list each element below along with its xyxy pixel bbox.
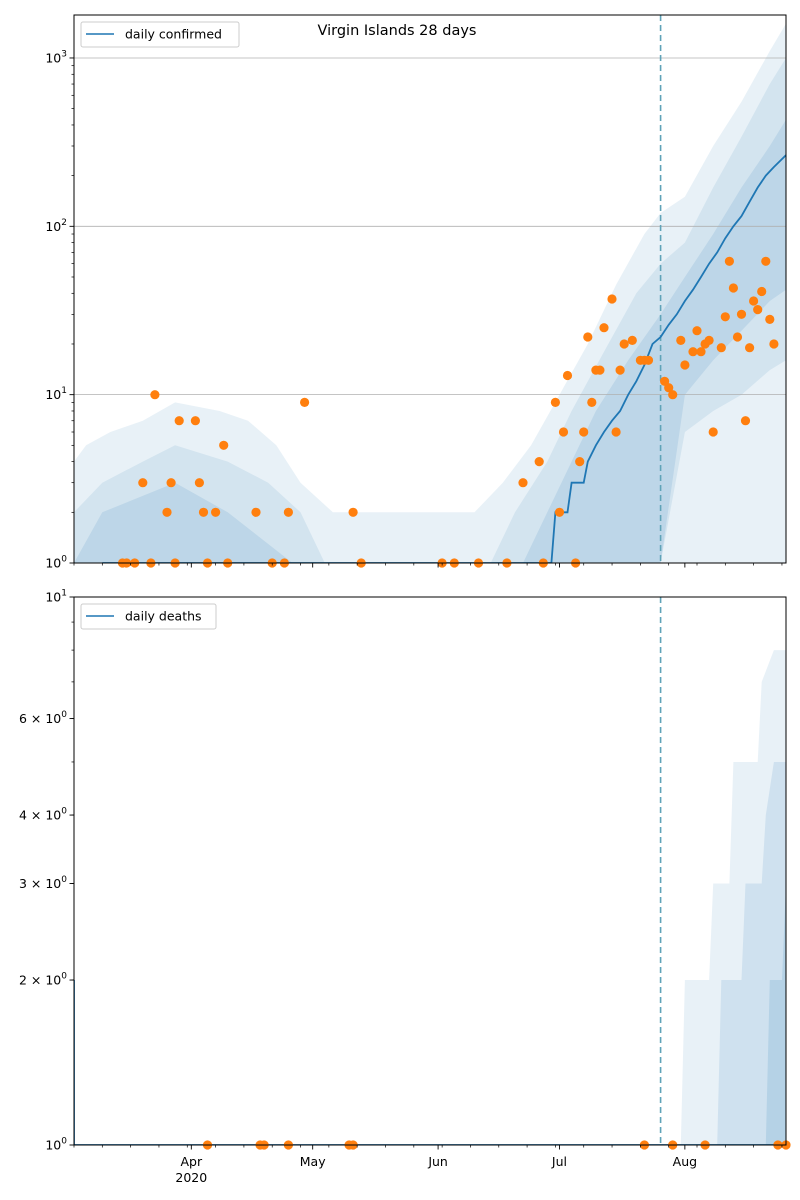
observed-point (595, 365, 605, 375)
observed-point (162, 507, 172, 517)
observed-point (749, 296, 759, 306)
uncertainty-band-3 (74, 119, 786, 563)
observed-point (599, 323, 609, 333)
observed-point (761, 256, 771, 266)
uncertainty-band-3 (765, 883, 786, 1145)
observed-point (720, 312, 730, 322)
observed-point (627, 335, 637, 345)
observed-point (348, 507, 358, 517)
observed-point (696, 347, 706, 357)
observed-point (745, 343, 755, 353)
confirmed-legend: daily confirmed (80, 21, 240, 48)
observed-point (676, 335, 686, 345)
observed-point (765, 314, 775, 324)
observed-point (300, 397, 310, 407)
uncertainty-band-1 (74, 23, 786, 563)
observed-point (615, 365, 625, 375)
confirmed-panel: 100 101 102 103 Virgin Islands 28 days dail… (45, 14, 787, 571)
legend-label-daily-deaths: daily deaths (125, 609, 202, 624)
observed-point (211, 507, 221, 517)
observed-point (724, 256, 735, 266)
x-tick-label: Jun (427, 1154, 448, 1169)
series-line-daily-deaths (74, 980, 786, 1145)
y-tick-label: 3 × 100 (19, 875, 67, 891)
deaths-y-axis: 101 6 × 100 4 × 100 3 × 100 2 × 100 100 (19, 589, 74, 1153)
uncertainty-band-1 (680, 650, 786, 1145)
observed-point (664, 383, 674, 393)
y-tick-label: 100 (45, 1137, 67, 1153)
observed-point (692, 326, 702, 336)
legend-label-daily-confirmed: daily confirmed (125, 27, 222, 42)
observed-point (769, 339, 779, 349)
observed-point (554, 507, 565, 517)
observed-point (728, 283, 739, 293)
observed-point (518, 478, 528, 488)
confirmed-y-axis: 100 101 102 103 (45, 49, 74, 571)
observed-point (680, 360, 690, 370)
observed-point (740, 416, 751, 426)
observed-point (198, 507, 209, 517)
x-tick-label: May (300, 1154, 326, 1169)
observed-point (607, 294, 617, 304)
observed-point (579, 427, 589, 437)
y-tick-label: 102 (45, 218, 67, 234)
y-tick-label: 6 × 100 (19, 710, 67, 726)
observed-point (550, 397, 561, 407)
observed-point (150, 390, 160, 400)
deaths-uncertainty-bands (680, 650, 786, 1145)
observed-point (587, 397, 597, 407)
observed-point (558, 427, 569, 437)
x-tick-label: Apr (181, 1154, 203, 1169)
confirmed-gridlines (74, 15, 786, 563)
confirmed-observed-points (117, 256, 779, 568)
x-tick-year-label: 2020 (175, 1170, 207, 1185)
confirmed-uncertainty-bands (74, 23, 786, 563)
observed-point (166, 478, 176, 488)
y-tick-label: 2 × 100 (19, 972, 67, 988)
observed-point (190, 416, 200, 426)
x-tick-label: Jul (551, 1154, 567, 1169)
series-line-daily-confirmed (102, 154, 786, 563)
observed-point (704, 335, 714, 345)
x-tick-label: Aug (673, 1154, 697, 1169)
observed-point (283, 507, 293, 517)
y-tick-label: 100 (45, 555, 67, 571)
observed-point (562, 370, 573, 381)
observed-point (753, 305, 763, 315)
observed-point (668, 390, 678, 400)
observed-point (583, 332, 593, 342)
uncertainty-band-2 (717, 762, 786, 1145)
deaths-legend: daily deaths (80, 603, 217, 630)
observed-point (194, 478, 204, 488)
y-tick-label: 101 (45, 386, 67, 402)
observed-point (219, 440, 229, 450)
observed-point (688, 347, 698, 357)
observed-point (732, 332, 743, 342)
observed-point (138, 478, 148, 488)
uncertainty-band-2 (74, 58, 786, 563)
observed-point (757, 286, 767, 297)
observed-point (716, 343, 726, 353)
confirmed-axes-frame (73, 14, 787, 564)
observed-point (611, 427, 621, 437)
y-tick-label: 4 × 100 (19, 807, 67, 823)
confirmed-lines (102, 154, 786, 563)
deaths-axes-frame (73, 596, 787, 1146)
observed-point (643, 355, 654, 365)
observed-point (174, 416, 184, 426)
y-tick-label: 103 (45, 49, 67, 65)
observed-point (534, 457, 544, 467)
y-tick-label: 101 (45, 589, 67, 605)
observed-point (708, 427, 718, 437)
observed-point (251, 507, 261, 517)
observed-point (736, 309, 747, 319)
deaths-lines (74, 980, 786, 1145)
observed-point (575, 457, 585, 467)
observed-point (619, 339, 629, 349)
deaths-panel: 101 6 × 100 4 × 100 3 × 100 2 × 100 100 Apr20… (19, 589, 791, 1185)
confirmed-x-axis (73, 563, 783, 568)
chart-title: Virgin Islands 28 days (318, 23, 477, 39)
